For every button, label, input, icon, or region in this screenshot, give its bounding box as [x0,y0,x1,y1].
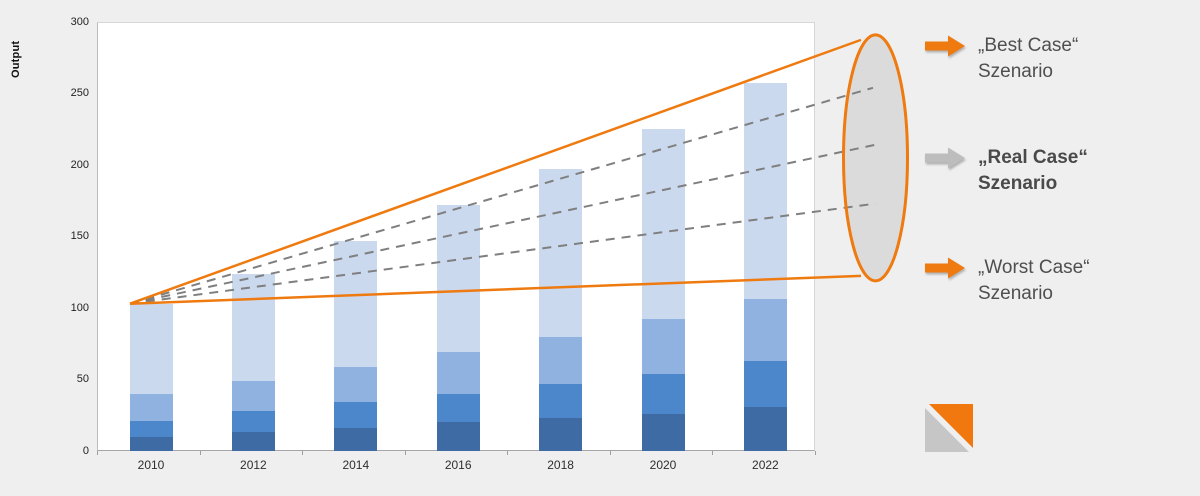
bar-2014-segment-light-medium-blue [334,366,378,403]
x-axis-tick-mark [609,451,611,455]
x-axis-tick-mark [199,451,201,455]
bar-2022-segment-bottom-dark-blue [743,406,787,451]
x-axis-tick-mark [712,451,714,455]
bar-2020-segment-light-medium-blue [641,319,685,374]
bar-2018-segment-pale-blue [539,169,583,337]
bar-2022-segment-medium-blue [743,360,787,407]
bar-2016-segment-light-medium-blue [436,352,480,394]
x-axis-tick-mark [404,451,406,455]
bar-2020-segment-medium-blue [641,373,685,414]
bar-2010-segment-light-medium-blue [129,393,173,421]
y-tick-label-0: 0 [82,444,89,457]
bar-2010-segment-pale-blue [129,303,173,394]
bar-2012-segment-bottom-dark-blue [231,432,275,451]
bar-2014-segment-bottom-dark-blue [334,428,378,451]
arrow-right-icon [925,147,965,169]
legend-label: „Best Case“ Szenario [978,35,1079,82]
company-logo-icon [925,404,973,452]
x-tick-label-2022: 2022 [752,458,779,472]
bar-2012-segment-medium-blue [231,410,275,433]
y-tick-label-300: 300 [70,15,89,28]
y-tick-label-50: 50 [76,373,89,385]
x-axis-tick-mark [97,451,98,455]
bar-2010-segment-medium-blue [129,420,173,437]
arrow-right-icon [925,35,965,57]
funnel-ellipse [843,34,908,281]
y-tick-label-250: 250 [70,87,89,99]
bar-2016-segment-bottom-dark-blue [436,422,480,451]
bar-2022-segment-light-medium-blue [743,299,787,361]
legend-item-best-case-scenario: „Best Case“ Szenario [925,33,1078,85]
x-tick-label-2010: 2010 [137,458,165,472]
x-axis-tick-mark [507,451,509,455]
funnel-ellipse-outline [842,33,909,283]
x-axis-tick-mark [302,451,304,455]
bar-2018-segment-medium-blue [539,383,583,419]
x-tick-label-2012: 2012 [240,458,267,472]
x-tick-label-2018: 2018 [547,458,574,472]
bar-2012-segment-light-medium-blue [231,380,275,411]
legend-label: „Real Case“ Szenario [978,147,1088,194]
arrow-right-icon [925,257,965,279]
bar-2014-segment-medium-blue [334,402,378,429]
bar-2018-segment-light-medium-blue [539,336,583,384]
bar-2016-segment-medium-blue [436,393,480,423]
y-tick-label-100: 100 [70,301,89,314]
x-tick-label-2016: 2016 [444,458,472,472]
x-tick-label-2014: 2014 [342,458,370,472]
logo-gray-triangle [925,408,969,452]
bar-2012-segment-pale-blue [231,273,275,381]
y-axis-title: Output [10,40,22,78]
bar-2010-segment-bottom-dark-blue [129,436,173,451]
x-tick-label-2020: 2020 [649,458,677,472]
legend-item-worst-case-scenario: „Worst Case“ Szenario [925,255,1090,307]
x-axis-tick-mark [815,451,816,455]
bar-2020-segment-pale-blue [641,129,685,320]
bar-2020-segment-bottom-dark-blue [641,413,685,451]
bar-2018-segment-bottom-dark-blue [539,418,583,451]
y-tick-label-150: 150 [70,230,89,242]
bar-2022-segment-pale-blue [743,83,787,300]
legend-label: „Worst Case“ Szenario [978,257,1090,304]
y-tick-label-200: 200 [70,158,89,171]
logo-orange-triangle [929,404,973,448]
legend-item-real-case-scenario: „Real Case“ Szenario [925,145,1088,197]
bar-2016-segment-pale-blue [436,205,480,353]
bar-2014-segment-pale-blue [334,240,378,367]
